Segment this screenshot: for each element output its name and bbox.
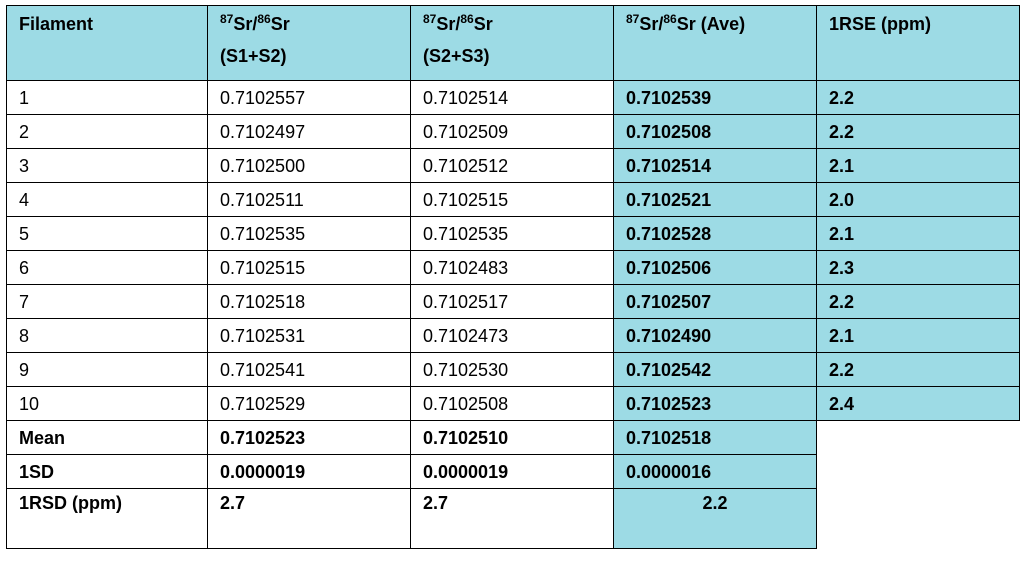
cell-filament: 3 xyxy=(6,148,208,183)
cell-ave: 2.2 xyxy=(613,488,817,549)
summary-row-rsd: 1RSD (ppm) 2.7 2.7 2.2 xyxy=(6,488,1020,549)
cell-rse: 2.2 xyxy=(816,114,1020,149)
cell-filament: 5 xyxy=(6,216,208,251)
cell-rse: 2.2 xyxy=(816,284,1020,319)
cell-s1s2: 0.0000019 xyxy=(207,454,411,489)
cell-s2s3: 0.7102535 xyxy=(410,216,614,251)
header-ratio-s2s3: 87Sr/86Sr (S2+S3) xyxy=(410,5,614,81)
header-rse: 1RSE (ppm) xyxy=(816,5,1020,81)
cell-filament: 1 xyxy=(6,80,208,115)
empty-cell xyxy=(817,421,1020,455)
cell-rse: 2.3 xyxy=(816,250,1020,285)
cell-s1s2: 0.7102511 xyxy=(207,182,411,217)
cell-rse: 2.4 xyxy=(816,386,1020,421)
cell-filament: 9 xyxy=(6,352,208,387)
header-ratio-s1s2: 87Sr/86Sr (S1+S2) xyxy=(207,5,411,81)
empty-cell xyxy=(817,489,1020,549)
cell-ave: 0.7102506 xyxy=(613,250,817,285)
cell-rse: 2.2 xyxy=(816,352,1020,387)
cell-s2s3: 0.7102515 xyxy=(410,182,614,217)
table-row: 4 0.7102511 0.7102515 0.7102521 2.0 xyxy=(6,182,1020,217)
cell-filament: 7 xyxy=(6,284,208,319)
cell-s1s2: 0.7102518 xyxy=(207,284,411,319)
table-row: 3 0.7102500 0.7102512 0.7102514 2.1 xyxy=(6,148,1020,183)
table-row: 2 0.7102497 0.7102509 0.7102508 2.2 xyxy=(6,114,1020,149)
cell-filament: 6 xyxy=(6,250,208,285)
header-row: Filament 87Sr/86Sr (S1+S2) 87Sr/86Sr (S2… xyxy=(6,5,1020,81)
strontium-isotope-table: Filament 87Sr/86Sr (S1+S2) 87Sr/86Sr (S2… xyxy=(6,5,1020,549)
cell-s2s3: 0.0000019 xyxy=(410,454,614,489)
cell-filament: 8 xyxy=(6,318,208,353)
cell-s1s2: 0.7102531 xyxy=(207,318,411,353)
cell-s1s2: 0.7102515 xyxy=(207,250,411,285)
cell-s2s3: 2.7 xyxy=(410,488,614,549)
cell-s2s3: 0.7102512 xyxy=(410,148,614,183)
cell-label: Mean xyxy=(6,420,208,455)
cell-label: 1RSD (ppm) xyxy=(6,488,208,549)
table-row: 7 0.7102518 0.7102517 0.7102507 2.2 xyxy=(6,284,1020,319)
cell-s1s2: 0.7102497 xyxy=(207,114,411,149)
table-row: 1 0.7102557 0.7102514 0.7102539 2.2 xyxy=(6,80,1020,115)
header-ratio-ave: 87Sr/86Sr (Ave) xyxy=(613,5,817,81)
cell-filament: 10 xyxy=(6,386,208,421)
cell-s1s2: 0.7102535 xyxy=(207,216,411,251)
cell-rse: 2.1 xyxy=(816,318,1020,353)
cell-s1s2: 0.7102529 xyxy=(207,386,411,421)
cell-ave: 0.0000016 xyxy=(613,454,817,489)
cell-ave: 0.7102542 xyxy=(613,352,817,387)
cell-s2s3: 0.7102473 xyxy=(410,318,614,353)
cell-filament: 4 xyxy=(6,182,208,217)
cell-ave: 0.7102514 xyxy=(613,148,817,183)
cell-ave: 0.7102539 xyxy=(613,80,817,115)
cell-ave: 0.7102490 xyxy=(613,318,817,353)
cell-ave: 0.7102518 xyxy=(613,420,817,455)
cell-ave: 0.7102508 xyxy=(613,114,817,149)
cell-s1s2: 0.7102557 xyxy=(207,80,411,115)
table-row: 8 0.7102531 0.7102473 0.7102490 2.1 xyxy=(6,318,1020,353)
cell-rse: 2.1 xyxy=(816,216,1020,251)
cell-rse: 2.2 xyxy=(816,80,1020,115)
table-row: 5 0.7102535 0.7102535 0.7102528 2.1 xyxy=(6,216,1020,251)
cell-ave: 0.7102507 xyxy=(613,284,817,319)
cell-s2s3: 0.7102483 xyxy=(410,250,614,285)
summary-row-mean: Mean 0.7102523 0.7102510 0.7102518 xyxy=(6,420,1020,455)
cell-s1s2: 0.7102523 xyxy=(207,420,411,455)
cell-s1s2: 0.7102541 xyxy=(207,352,411,387)
cell-s2s3: 0.7102530 xyxy=(410,352,614,387)
summary-row-sd: 1SD 0.0000019 0.0000019 0.0000016 xyxy=(6,454,1020,489)
cell-s1s2: 2.7 xyxy=(207,488,411,549)
cell-ave: 0.7102528 xyxy=(613,216,817,251)
table-row: 6 0.7102515 0.7102483 0.7102506 2.3 xyxy=(6,250,1020,285)
cell-s2s3: 0.7102514 xyxy=(410,80,614,115)
header-filament: Filament xyxy=(6,5,208,81)
cell-s1s2: 0.7102500 xyxy=(207,148,411,183)
cell-ave: 0.7102523 xyxy=(613,386,817,421)
cell-s2s3: 0.7102508 xyxy=(410,386,614,421)
table-row: 10 0.7102529 0.7102508 0.7102523 2.4 xyxy=(6,386,1020,421)
empty-cell xyxy=(817,455,1020,489)
cell-s2s3: 0.7102510 xyxy=(410,420,614,455)
cell-ave: 0.7102521 xyxy=(613,182,817,217)
cell-rse: 2.1 xyxy=(816,148,1020,183)
cell-rse: 2.0 xyxy=(816,182,1020,217)
cell-s2s3: 0.7102509 xyxy=(410,114,614,149)
cell-filament: 2 xyxy=(6,114,208,149)
cell-label: 1SD xyxy=(6,454,208,489)
table-row: 9 0.7102541 0.7102530 0.7102542 2.2 xyxy=(6,352,1020,387)
cell-s2s3: 0.7102517 xyxy=(410,284,614,319)
